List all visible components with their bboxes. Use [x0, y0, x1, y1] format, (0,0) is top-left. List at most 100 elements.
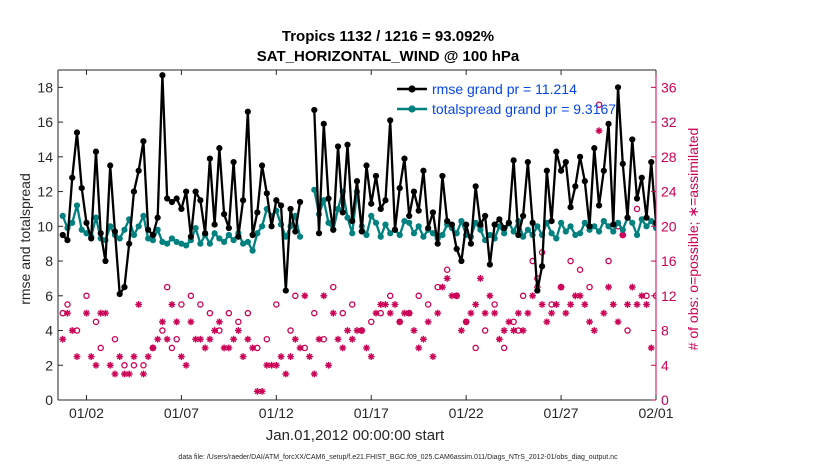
rmse-point — [472, 183, 479, 190]
rmse-point — [183, 188, 190, 195]
totalspread-point — [486, 231, 493, 239]
totalspread-point — [553, 235, 560, 242]
rmse-point — [59, 231, 66, 239]
totalspread-point — [591, 223, 598, 230]
obs-assimilated-point — [462, 318, 470, 326]
obs-possible-point — [605, 257, 612, 265]
obs-assimilated-stroke-d2 — [610, 301, 617, 308]
obs-assimilated-point — [159, 318, 166, 326]
obs-assimilated-point — [638, 292, 646, 300]
obs-possible-point — [244, 309, 252, 317]
obs-possible-point — [206, 309, 214, 317]
rmse-point — [69, 174, 76, 181]
obs-assimilated-point — [571, 292, 579, 300]
rmse-point — [439, 172, 446, 180]
obs-assimilated-point — [581, 301, 589, 308]
y-left-tick-label: 8 — [45, 253, 53, 269]
obs-possible-point — [121, 362, 128, 369]
rmse-point — [249, 231, 256, 239]
obs-assimilated-point — [149, 344, 157, 352]
rmse-point — [624, 214, 631, 221]
rmse-point — [638, 174, 645, 181]
obs-assimilated-stroke-d2 — [211, 327, 218, 334]
rmse-point — [643, 214, 650, 221]
obs-possible-point — [263, 335, 271, 343]
obs-assimilated-stroke-d2 — [463, 318, 470, 325]
obs-assimilated-point — [163, 335, 171, 343]
obs-assimilated-stroke-d2 — [107, 362, 114, 369]
obs-assimilated-point — [510, 327, 518, 334]
totalspread-point — [429, 230, 437, 237]
rmse-point — [292, 228, 299, 235]
rmse-point — [605, 120, 612, 127]
obs-assimilated-stroke-d2 — [325, 362, 332, 369]
rmse-point — [595, 202, 603, 209]
obs-assimilated-point — [548, 309, 555, 317]
obs-assimilated-point — [116, 353, 124, 360]
obs-assimilated-stroke-d2 — [505, 318, 512, 325]
totalspread-point — [458, 218, 465, 225]
obs-assimilated-stroke-d2 — [491, 310, 498, 317]
obs-possible-point — [386, 292, 394, 300]
obs-possible-point — [225, 309, 233, 317]
obs-assimilated-point — [111, 370, 119, 378]
obs-possible-point — [168, 344, 176, 352]
rmse-point — [235, 233, 242, 240]
obs-assimilated-stroke-d2 — [411, 327, 417, 334]
rmse-point — [344, 141, 351, 148]
totalspread-point — [159, 238, 166, 246]
rmse-point — [187, 233, 194, 240]
rmse-point — [377, 205, 384, 213]
rmse-point — [406, 212, 413, 219]
obs-assimilated-stroke-d2 — [93, 362, 99, 369]
obs-possible-point — [111, 335, 119, 343]
y-left-tick-label: 4 — [45, 323, 53, 339]
obs-assimilated-stroke-d2 — [444, 275, 451, 282]
obs-assimilated-point — [486, 292, 494, 300]
obs-assimilated-stroke-d2 — [183, 362, 190, 369]
rmse-point — [505, 219, 512, 226]
obs-possible-point — [586, 283, 593, 291]
obs-assimilated-stroke-d2 — [116, 353, 123, 360]
obs-possible-point — [567, 257, 574, 265]
obs-possible-point — [235, 318, 242, 326]
obs-assimilated-point — [177, 353, 185, 360]
obs-assimilated-stroke-d2 — [520, 327, 526, 334]
rmse-point — [614, 84, 622, 91]
obs-assimilated-stroke-d2 — [415, 345, 422, 351]
rmse-point — [311, 106, 318, 114]
rmse-point — [202, 230, 209, 237]
rmse-point — [415, 207, 422, 214]
totalspread-point — [557, 219, 565, 226]
obs-assimilated-stroke-d2 — [297, 345, 303, 351]
obs-assimilated-stroke-d2 — [249, 345, 256, 351]
rmse-point — [320, 120, 327, 127]
obs-assimilated-point — [491, 309, 499, 317]
obs-assimilated-point — [514, 309, 522, 317]
obs-assimilated-point — [301, 292, 309, 300]
totalspread-point — [221, 238, 228, 246]
obs-assimilated-point — [443, 275, 451, 282]
totalspread-point — [239, 240, 247, 247]
obs-possible-point — [140, 362, 147, 369]
obs-assimilated-stroke-d2 — [615, 318, 621, 325]
totalspread-point — [168, 235, 176, 242]
y-left-tick-label: 6 — [45, 288, 53, 304]
rmse-point — [277, 202, 285, 209]
obs-assimilated-point — [201, 344, 209, 352]
obs-assimilated-point — [420, 335, 427, 343]
rmse-point — [273, 197, 280, 204]
obs-assimilated-point — [363, 344, 370, 352]
obs-assimilated-stroke-d2 — [501, 327, 508, 334]
obs-assimilated-point — [339, 344, 347, 352]
legend-rmse-label: rmse grand pr = 11.214 — [432, 81, 577, 97]
obs-assimilated-point — [59, 335, 67, 343]
obs-assimilated-stroke-d2 — [268, 362, 275, 369]
obs-assimilated-point — [386, 309, 394, 317]
obs-assimilated-stroke-d2 — [596, 127, 602, 134]
obs-possible-point — [491, 301, 498, 308]
obs-assimilated-point — [230, 335, 238, 343]
legend-spread-label: totalspread grand pr = 9.3167 — [432, 101, 616, 117]
totalspread-point — [334, 205, 342, 213]
obs-assimilated-point — [215, 318, 223, 326]
